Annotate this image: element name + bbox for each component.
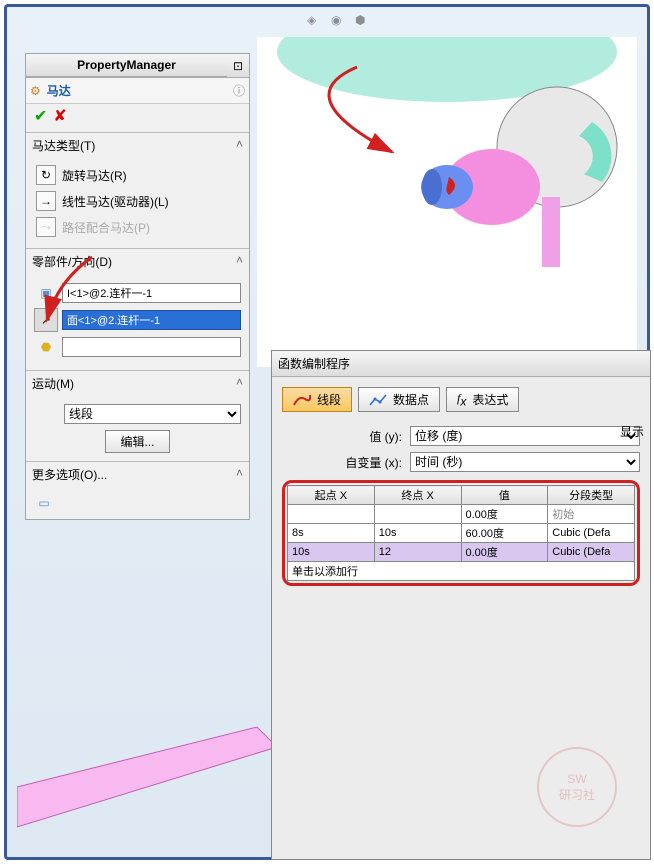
segment-table: 起点 X 终点 X 值 分段类型 0.00度 初始 8s [287, 485, 635, 581]
section-title: 更多选项(O)... [32, 466, 107, 483]
section-component-direction: 零部件/方向(D) ˄ ▣ ↗ ⬣ [26, 248, 249, 370]
section-motor-type: 马达类型(T) ˄ ↻ 旋转马达(R) → 线性马达(驱动器)(L) ⤳ 路径配合… [26, 132, 249, 248]
collapse-icon[interactable]: ˄ [236, 137, 243, 154]
toolbar-icon[interactable]: ◉ [331, 13, 351, 33]
tab-expression[interactable]: fx 表达式 [446, 387, 519, 412]
pm-header-title: PropertyManager [26, 54, 227, 77]
watermark: SW 研习社 [537, 747, 617, 827]
section-title: 零部件/方向(D) [32, 253, 112, 270]
segment-table-highlight: 起点 X 终点 X 值 分段类型 0.00度 初始 8s [282, 480, 640, 586]
rotate-icon: ↻ [36, 165, 56, 185]
direction-icon[interactable]: ↗ [34, 308, 58, 332]
edit-button[interactable]: 编辑... [105, 430, 169, 453]
dialog-title: 函数编制程序 [272, 351, 650, 377]
col-end: 终点 X [374, 486, 461, 505]
pin-icon[interactable]: ⊡ [227, 59, 249, 73]
col-type: 分段类型 [548, 486, 635, 505]
ok-button[interactable]: ✔ [34, 106, 47, 126]
property-manager-panel: PropertyManager ⊡ ⚙ 马达 ⓘ ✔ ✘ 马达类型(T) ˄ ↻ … [25, 53, 250, 520]
section-title: 运动(M) [32, 375, 74, 392]
value-label: 值 (y): [282, 428, 402, 445]
component-icon[interactable]: ⬣ [34, 335, 58, 359]
value-select[interactable]: 位移 (度) [410, 426, 640, 446]
motor-type-rotary[interactable]: ↻ 旋转马达(R) [34, 162, 241, 188]
section-more-options: 更多选项(O)... ˄ ▭ [26, 461, 249, 519]
face-icon[interactable]: ▣ [34, 281, 58, 305]
fx-icon: fx [457, 391, 466, 408]
component-field[interactable] [62, 337, 241, 357]
app-frame: ◈ ◉ ⬢ PropertyManager ⊡ ⚙ 马达 ⓘ ✔ ✘ 马达类型(… [4, 4, 650, 860]
path-icon: ⤳ [36, 217, 56, 237]
section-title: 马达类型(T) [32, 137, 95, 154]
tab-data-points[interactable]: 数据点 [358, 387, 440, 412]
toolbar-icon[interactable]: ⬢ [355, 13, 375, 33]
table-row[interactable]: 8s 10s 60.00度 Cubic (Defa [288, 524, 635, 543]
tab-segment[interactable]: 线段 [282, 387, 352, 412]
cancel-button[interactable]: ✘ [53, 106, 66, 126]
linear-icon: → [36, 191, 56, 211]
col-value: 值 [461, 486, 548, 505]
collapse-icon[interactable]: ˄ [236, 253, 243, 270]
viewport-3d [257, 37, 637, 367]
col-start: 起点 X [288, 486, 375, 505]
motion-type-select[interactable]: 线段 [64, 404, 241, 424]
ground-plane [17, 647, 297, 847]
face-field-1[interactable] [62, 283, 241, 303]
feature-name: 马达 [47, 82, 71, 99]
help-icon[interactable]: ⓘ [233, 82, 245, 99]
table-row[interactable]: 0.00度 初始 [288, 505, 635, 524]
collapse-icon[interactable]: ˄ [236, 466, 243, 483]
data-icon [369, 393, 387, 407]
indep-label: 自变量 (x): [282, 454, 402, 471]
motor-type-path[interactable]: ⤳ 路径配合马达(P) [34, 214, 241, 240]
motor-icon: ⚙ [30, 84, 41, 98]
section-motion: 运动(M) ˄ 线段 编辑... [26, 370, 249, 461]
indep-select[interactable]: 时间 (秒) [410, 452, 640, 472]
toolbar-icon[interactable]: ◈ [307, 13, 327, 33]
sensor-icon[interactable]: ▭ [32, 491, 56, 515]
collapse-icon[interactable]: ˄ [236, 375, 243, 392]
add-row[interactable]: 单击以添加行 [288, 562, 635, 581]
face-field-2[interactable] [62, 310, 241, 330]
segment-icon [293, 393, 311, 407]
view-toolbar: ◈ ◉ ⬢ [307, 13, 375, 33]
table-row-selected[interactable]: 10s 12 0.00度 Cubic (Defa [288, 543, 635, 562]
motor-type-linear[interactable]: → 线性马达(驱动器)(L) [34, 188, 241, 214]
display-label: 显示 [620, 423, 644, 440]
